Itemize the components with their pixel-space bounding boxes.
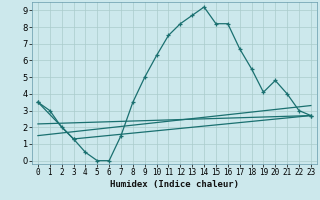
X-axis label: Humidex (Indice chaleur): Humidex (Indice chaleur) xyxy=(110,180,239,189)
